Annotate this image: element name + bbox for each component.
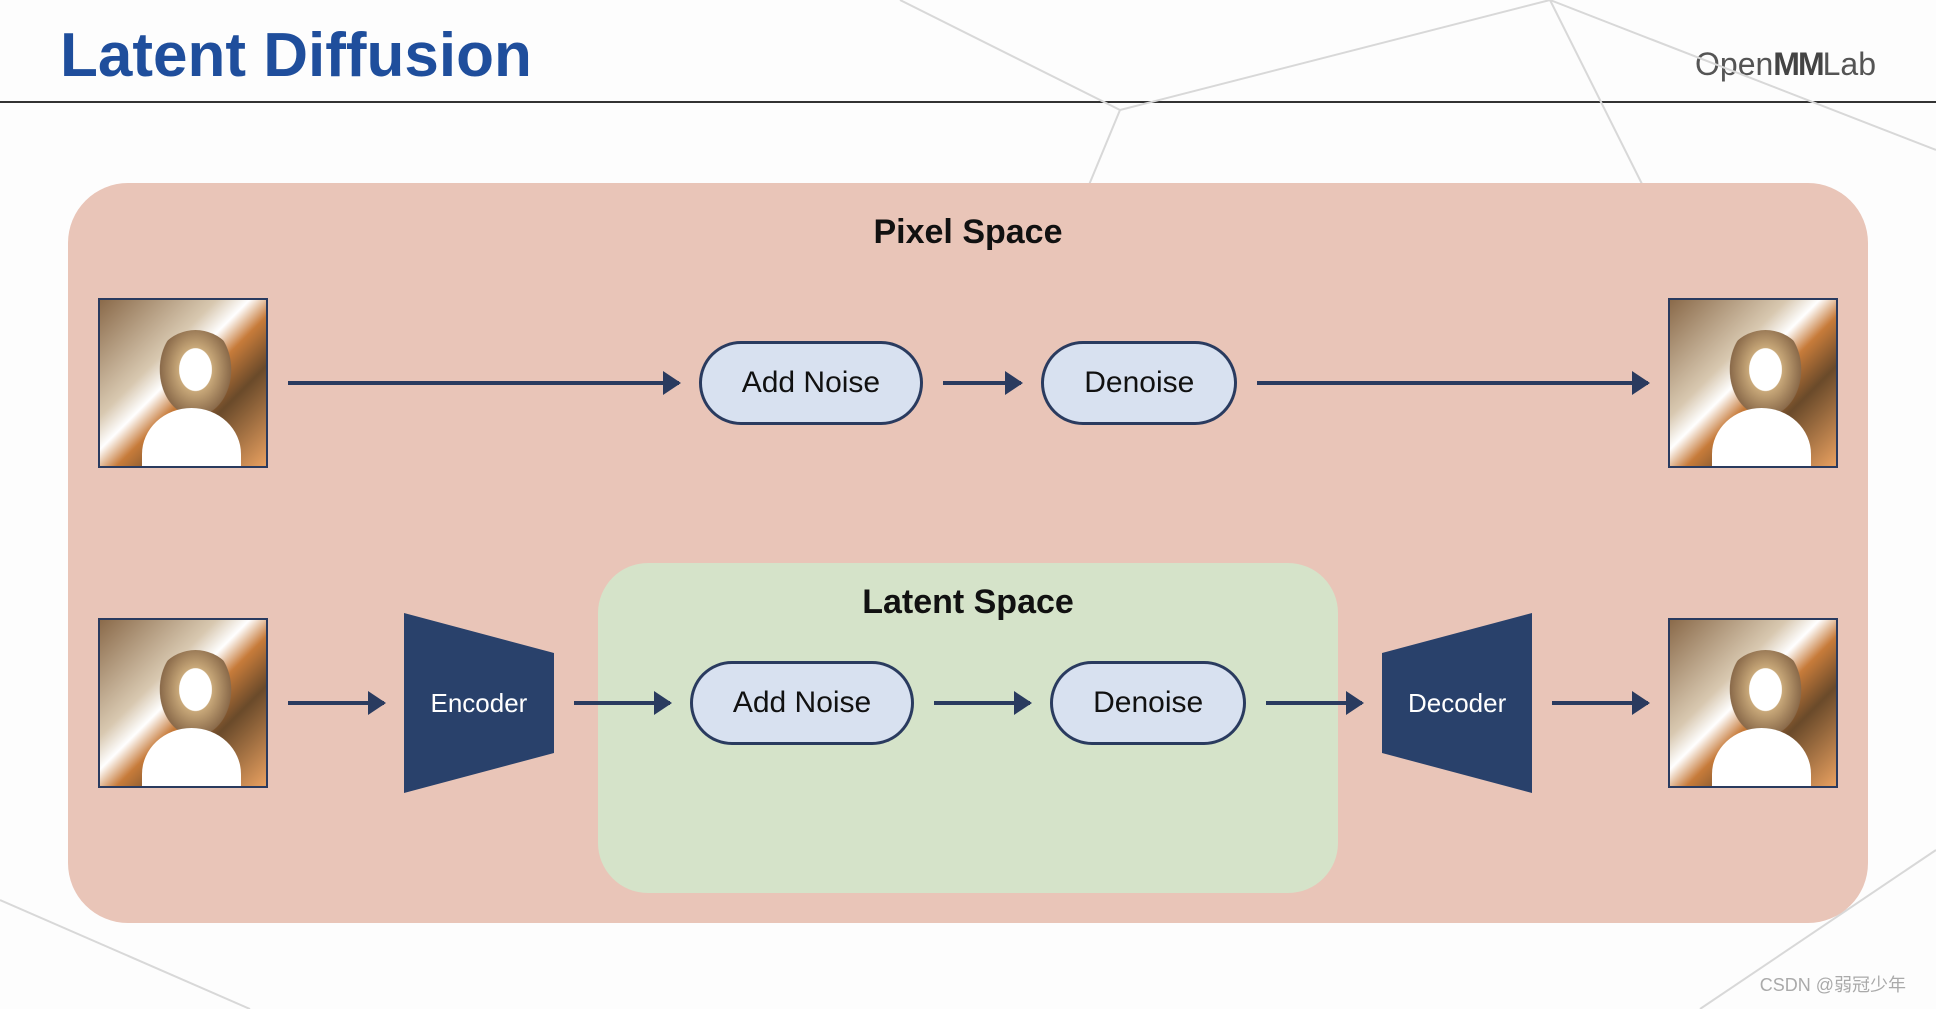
logo-mid: MM — [1773, 46, 1822, 82]
latent-flow-row: Encoder Add Noise Denoise Decoder — [68, 613, 1868, 793]
logo-suffix: Lab — [1823, 46, 1876, 82]
denoise-pill-1: Denoise — [1041, 341, 1237, 425]
arrow — [574, 701, 670, 705]
encoder-label: Encoder — [430, 688, 527, 719]
arrow — [288, 381, 679, 385]
logo: OpenMMLab — [1695, 46, 1876, 91]
output-image-1 — [1668, 298, 1838, 468]
add-noise-pill-1: Add Noise — [699, 341, 923, 425]
decoder-label: Decoder — [1408, 688, 1506, 719]
arrow — [1266, 701, 1362, 705]
arrow — [1552, 701, 1648, 705]
header: Latent Diffusion OpenMMLab — [0, 0, 1936, 103]
input-image-1 — [98, 298, 268, 468]
encoder-block: Encoder — [404, 613, 554, 793]
input-image-2 — [98, 618, 268, 788]
arrow — [943, 381, 1021, 385]
diagram: Pixel Space Latent Space Add Noise Denoi… — [68, 183, 1868, 923]
denoise-pill-2: Denoise — [1050, 661, 1246, 745]
logo-prefix: Open — [1695, 46, 1773, 82]
arrow — [1257, 381, 1648, 385]
watermark: CSDN @弱冠少年 — [1760, 971, 1906, 997]
arrow — [288, 701, 384, 705]
pixel-flow-row: Add Noise Denoise — [68, 293, 1868, 473]
output-image-2 — [1668, 618, 1838, 788]
pixel-space-label: Pixel Space — [873, 213, 1062, 252]
page-title: Latent Diffusion — [60, 20, 532, 91]
add-noise-pill-2: Add Noise — [690, 661, 914, 745]
arrow — [934, 701, 1030, 705]
decoder-block: Decoder — [1382, 613, 1532, 793]
